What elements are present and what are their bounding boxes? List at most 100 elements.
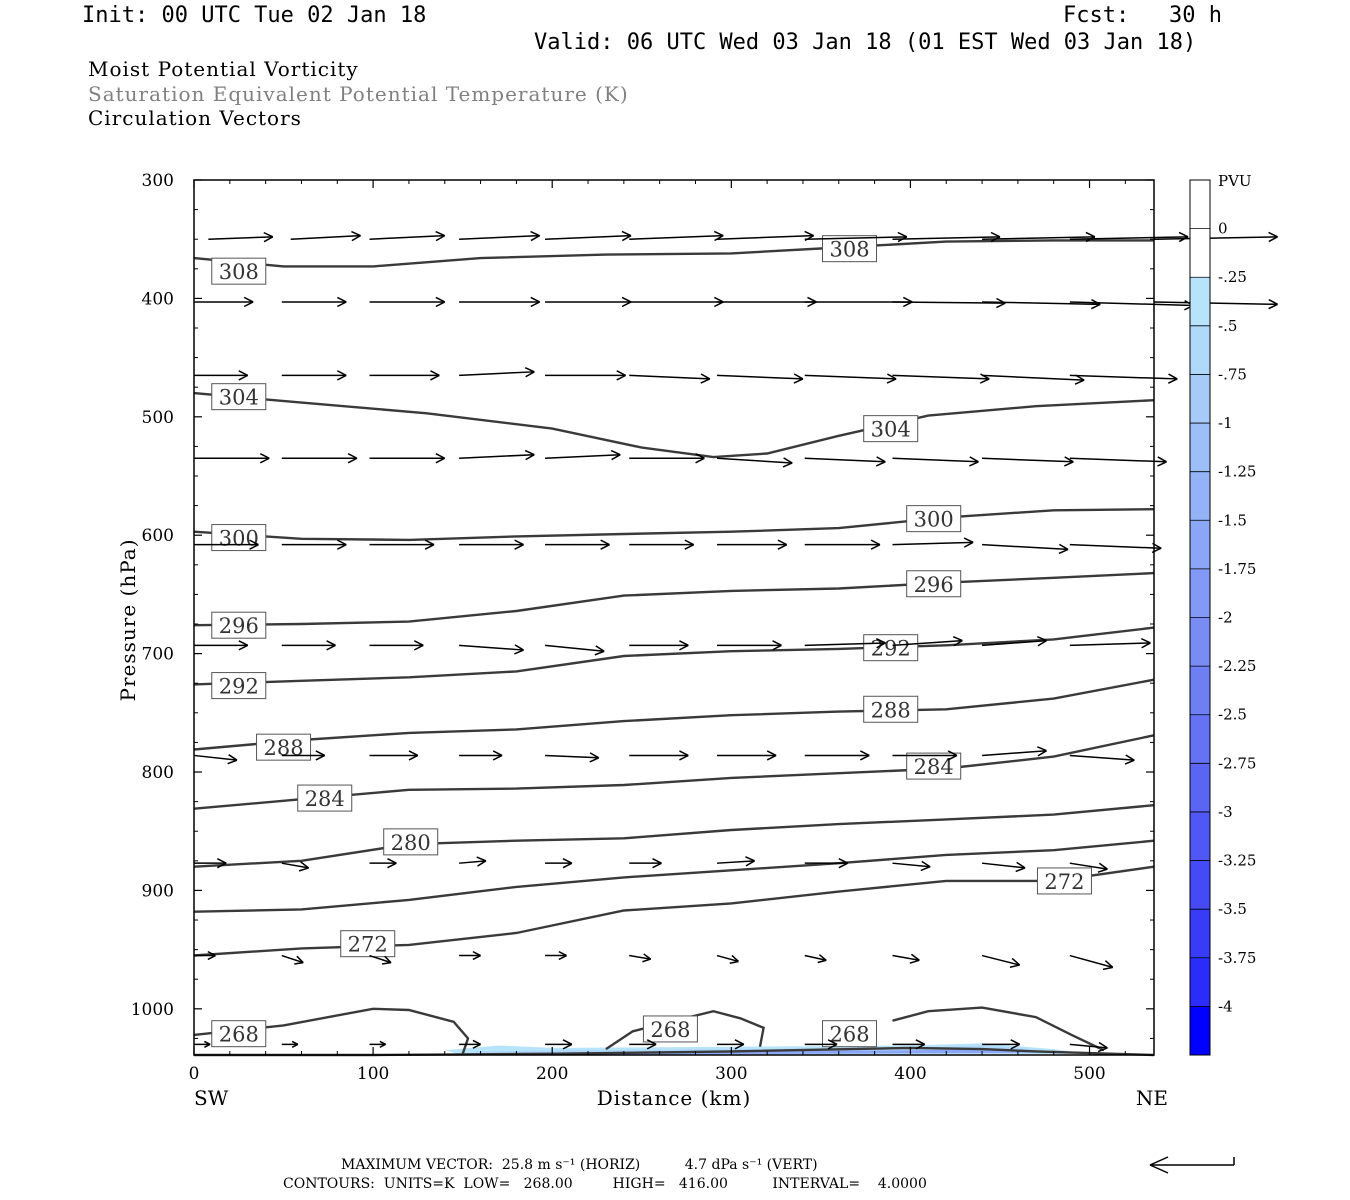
circulation-vector xyxy=(804,539,881,550)
circulation-vector xyxy=(281,370,347,381)
colorbar-label: -2 xyxy=(1218,609,1233,627)
contour-label-box xyxy=(906,505,962,533)
vector-head xyxy=(430,370,440,381)
contour-292-4 xyxy=(193,626,1155,686)
circulation-vector xyxy=(716,539,788,550)
pv-colorbar: 0 -.25 -.5 -.75 -1 -1.25 -1.5 -1.75 -2 -2.25 -2.5 -… xyxy=(1189,179,1256,1056)
y-tick-label: 600 xyxy=(142,526,174,546)
circulation-vector xyxy=(459,539,524,550)
y-tick-label: 500 xyxy=(142,408,174,428)
contour-label-box xyxy=(211,611,267,639)
contour-label-296: 296 xyxy=(906,570,962,598)
vector-shaft xyxy=(545,234,632,240)
vector-shaft xyxy=(892,236,1000,240)
contour-label-308: 308 xyxy=(822,235,878,263)
vector-head xyxy=(969,456,979,467)
vector-head xyxy=(263,231,274,243)
vector-shaft xyxy=(892,541,974,546)
colorbar-label: -3.75 xyxy=(1218,949,1256,967)
vector-head xyxy=(1141,638,1151,649)
vector-head xyxy=(782,457,793,468)
vector-head xyxy=(1157,456,1167,467)
contour-label-text: 304 xyxy=(871,418,911,442)
vector-shaft xyxy=(1069,374,1178,380)
vector-head xyxy=(621,296,632,308)
circulation-vector xyxy=(804,638,886,649)
circulation-vector xyxy=(1069,754,1135,765)
contour-layer: 308 308 304 304 300 300 296 296 292 292 288 288 284 2… xyxy=(193,235,1155,1057)
circulation-vector xyxy=(194,453,270,464)
vector-head xyxy=(562,1039,573,1050)
vector-head xyxy=(387,857,397,869)
vector-shaft xyxy=(544,644,605,652)
circulation-vector xyxy=(459,644,524,655)
vector-head xyxy=(600,539,610,550)
circulation-vector xyxy=(194,950,216,961)
vector-shaft xyxy=(982,374,1085,381)
colorbar-label: -.75 xyxy=(1218,365,1247,383)
circulation-vector xyxy=(545,370,626,381)
vector-layer xyxy=(193,230,1278,1053)
vector-shaft xyxy=(892,954,920,962)
forecast-hour: Fcst: 30 h xyxy=(1063,3,1222,28)
vector-head xyxy=(1058,543,1069,555)
vector-head xyxy=(514,539,524,550)
circulation-vector xyxy=(369,750,419,761)
contour-label-text: 308 xyxy=(829,238,869,262)
colorbar-label: -.25 xyxy=(1218,268,1247,286)
vector-head xyxy=(695,453,705,464)
vector-head xyxy=(979,373,990,384)
vector-shaft xyxy=(716,954,739,963)
vector-head xyxy=(679,750,689,761)
vector-head xyxy=(1064,456,1074,467)
vector-shaft xyxy=(1069,754,1135,761)
contour-label-272: 272 xyxy=(1036,867,1092,895)
vector-shaft xyxy=(290,234,361,240)
circulation-vector xyxy=(281,750,326,761)
circulation-vector xyxy=(716,296,817,308)
y-tick-label: 400 xyxy=(142,289,174,309)
contour-label-box xyxy=(822,235,878,263)
vector-head xyxy=(766,750,777,761)
vector-head xyxy=(514,644,524,655)
contour-label-box xyxy=(383,828,439,856)
circulation-vector xyxy=(281,640,336,651)
circulation-vector xyxy=(281,539,347,550)
vector-head xyxy=(947,750,958,761)
vector-head xyxy=(298,861,310,872)
circulation-vector xyxy=(629,453,705,464)
circulation-vector xyxy=(369,954,392,965)
colorbar-segment xyxy=(1190,957,1210,1007)
vector-shaft xyxy=(1153,236,1278,240)
vector-head xyxy=(530,230,541,242)
vector-head xyxy=(379,1040,386,1048)
vector-head xyxy=(870,539,881,550)
vector-head xyxy=(204,1040,211,1048)
contour-label-text: 268 xyxy=(219,1023,259,1047)
contour-label-text: 292 xyxy=(219,675,259,699)
circulation-vector xyxy=(629,953,652,963)
colorbar-segment xyxy=(1190,277,1210,327)
vector-head xyxy=(472,1039,481,1049)
vector-shaft xyxy=(193,754,238,761)
contour-label-box xyxy=(642,1015,698,1043)
circulation-vector xyxy=(982,543,1069,555)
field-pv-title: Moist Potential Vorticity xyxy=(88,57,359,81)
y-axis-title: Pressure (hPa) xyxy=(116,539,140,702)
contour-272-9 xyxy=(193,865,1155,957)
colorbar-segment xyxy=(1190,568,1210,618)
contour-label-280: 280 xyxy=(383,828,439,856)
circulation-vector xyxy=(1069,638,1151,649)
contour-label-box xyxy=(340,930,396,958)
circulation-vector xyxy=(544,644,605,656)
circulation-vector xyxy=(629,373,711,384)
contour-label-box xyxy=(863,695,919,723)
contour-label-text: 268 xyxy=(650,1018,690,1042)
contour-276-8 xyxy=(193,839,1155,913)
circulation-vector xyxy=(545,1039,573,1050)
vector-shaft xyxy=(545,754,599,759)
vector-head xyxy=(642,953,652,963)
circulation-vector xyxy=(459,856,487,867)
y-tick-label: 1000 xyxy=(131,1000,174,1020)
vector-head xyxy=(216,857,227,869)
